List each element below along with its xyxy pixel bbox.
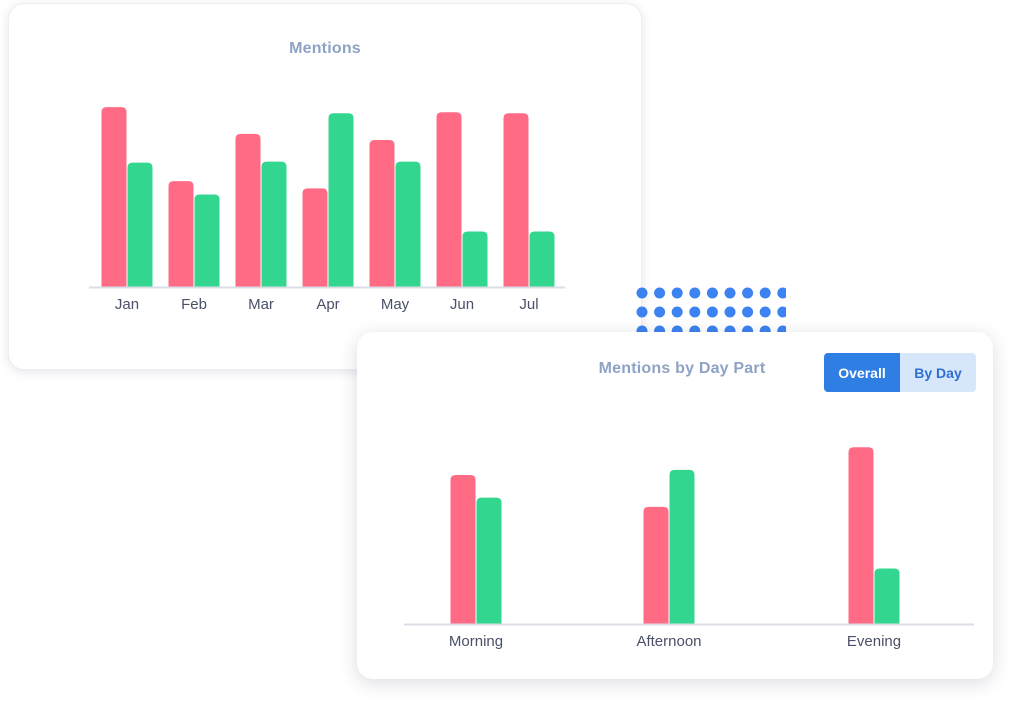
dot (742, 287, 754, 299)
mentions-tick-label-jan: Jan (115, 296, 139, 313)
daypart-bar-evening-series-1 (848, 447, 874, 624)
dot (689, 287, 701, 299)
dot (636, 287, 648, 299)
dot (759, 287, 771, 299)
daypart-chart: Morning Afternoon Evening (404, 447, 974, 650)
daypart-tick-label-afternoon: Afternoon (636, 633, 701, 650)
mentions-tick-label-feb: Feb (181, 296, 207, 313)
dot (706, 287, 718, 299)
mentions-bar-mar-series-1 (235, 133, 261, 287)
dot (759, 306, 771, 318)
mentions-bar-jun-series-1 (436, 112, 462, 288)
mentions-chart: Jan Feb Mar Apr May Jun Jul (89, 107, 565, 313)
dot (706, 306, 718, 318)
daypart-bar-afternoon-series-1 (643, 506, 669, 624)
by-day-toggle-button[interactable]: By Day (914, 364, 962, 381)
daypart-bar-morning-series-2 (476, 497, 502, 624)
overall-toggle-button[interactable]: Overall (824, 353, 900, 392)
daypart-card: Mentions by Day Part Overall By Day Morn… (357, 332, 993, 679)
mentions-bar-jan-series-1 (101, 107, 127, 287)
mentions-bar-feb-series-2 (194, 194, 220, 287)
view-toggle: Overall By Day (824, 353, 976, 392)
mentions-tick-label-apr: Apr (316, 296, 339, 313)
mentions-bar-apr-series-2 (328, 113, 354, 287)
mentions-bar-jan-series-2 (127, 162, 153, 287)
dot (636, 306, 648, 318)
mentions-chart-title: Mentions (289, 40, 361, 57)
mentions-tick-label-mar: Mar (248, 296, 274, 313)
dot (777, 287, 786, 299)
dot (724, 287, 736, 299)
dot (654, 287, 666, 299)
decorative-dot-pattern (636, 287, 786, 336)
dot (742, 306, 754, 318)
mentions-bar-mar-series-2 (261, 161, 287, 287)
daypart-bar-evening-series-2 (874, 568, 900, 624)
mentions-bar-feb-series-1 (168, 181, 194, 287)
daypart-tick-label-morning: Morning (449, 633, 503, 650)
dot (654, 306, 666, 318)
dot (777, 306, 786, 318)
mentions-bar-jul-series-2 (529, 231, 555, 287)
mentions-bar-may-series-2 (395, 161, 421, 287)
mentions-bar-apr-series-1 (302, 188, 328, 287)
mentions-bar-jun-series-2 (462, 231, 488, 287)
daypart-bar-morning-series-1 (450, 474, 476, 624)
mentions-bar-jul-series-1 (503, 113, 529, 287)
mentions-tick-label-jul: Jul (519, 296, 538, 313)
mentions-tick-label-jun: Jun (450, 296, 474, 313)
daypart-chart-title: Mentions by Day Part (598, 360, 766, 377)
daypart-tick-label-evening: Evening (847, 633, 901, 650)
dot (671, 287, 683, 299)
mentions-tick-label-may: May (381, 296, 410, 313)
dot (671, 306, 683, 318)
daypart-bar-afternoon-series-2 (669, 469, 695, 624)
dot (689, 306, 701, 318)
mentions-bar-may-series-1 (369, 140, 395, 287)
mentions-card: Mentions Jan Feb Mar Apr May Jun Jul (8, 3, 642, 370)
dot (724, 306, 736, 318)
